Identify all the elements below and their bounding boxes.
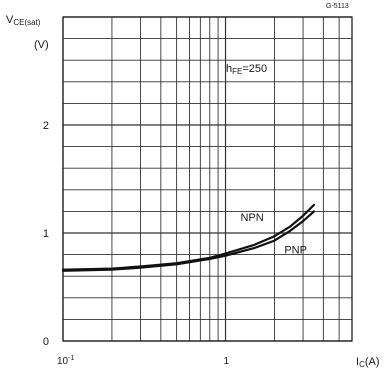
y-tick-label: 2: [43, 120, 49, 132]
series-labels: NPN PNP: [240, 212, 306, 257]
series-layer: [61, 203, 316, 272]
series-line-pnp: [61, 210, 316, 272]
hfe-annotation: hFE=250: [226, 63, 267, 76]
hfe-annotation-sub: FE: [232, 67, 243, 76]
x-tick-label: 10-1: [57, 355, 74, 367]
y-tick-label: 0: [43, 336, 49, 348]
y-axis-unit: (V): [34, 39, 49, 51]
plot-frame: [62, 16, 353, 342]
series-label-pnp: PNP: [284, 245, 307, 257]
y-axis-label: VCE(sat): [6, 14, 40, 27]
y-axis-label-main: V: [6, 14, 14, 26]
series-line-npn: [61, 203, 316, 271]
x-tick-label: 1: [224, 356, 230, 367]
x-axis-label: IC(A): [356, 356, 380, 369]
x-axis-label-unit: (A): [364, 356, 380, 368]
tick-labels: 0 1 2 10-1 1: [43, 120, 230, 367]
hfe-annotation-main: h: [226, 63, 233, 75]
x-axis-label-main: I: [356, 356, 360, 368]
series-label-npn: NPN: [240, 212, 263, 224]
figure-id: G-5113: [326, 3, 349, 10]
grid-lines: [62, 16, 353, 342]
hfe-annotation-rest: =250: [242, 63, 268, 75]
y-axis-label-sub: CE(sat): [13, 18, 41, 27]
y-tick-label: 1: [43, 228, 49, 240]
x-axis-label-sub: C: [359, 360, 365, 369]
